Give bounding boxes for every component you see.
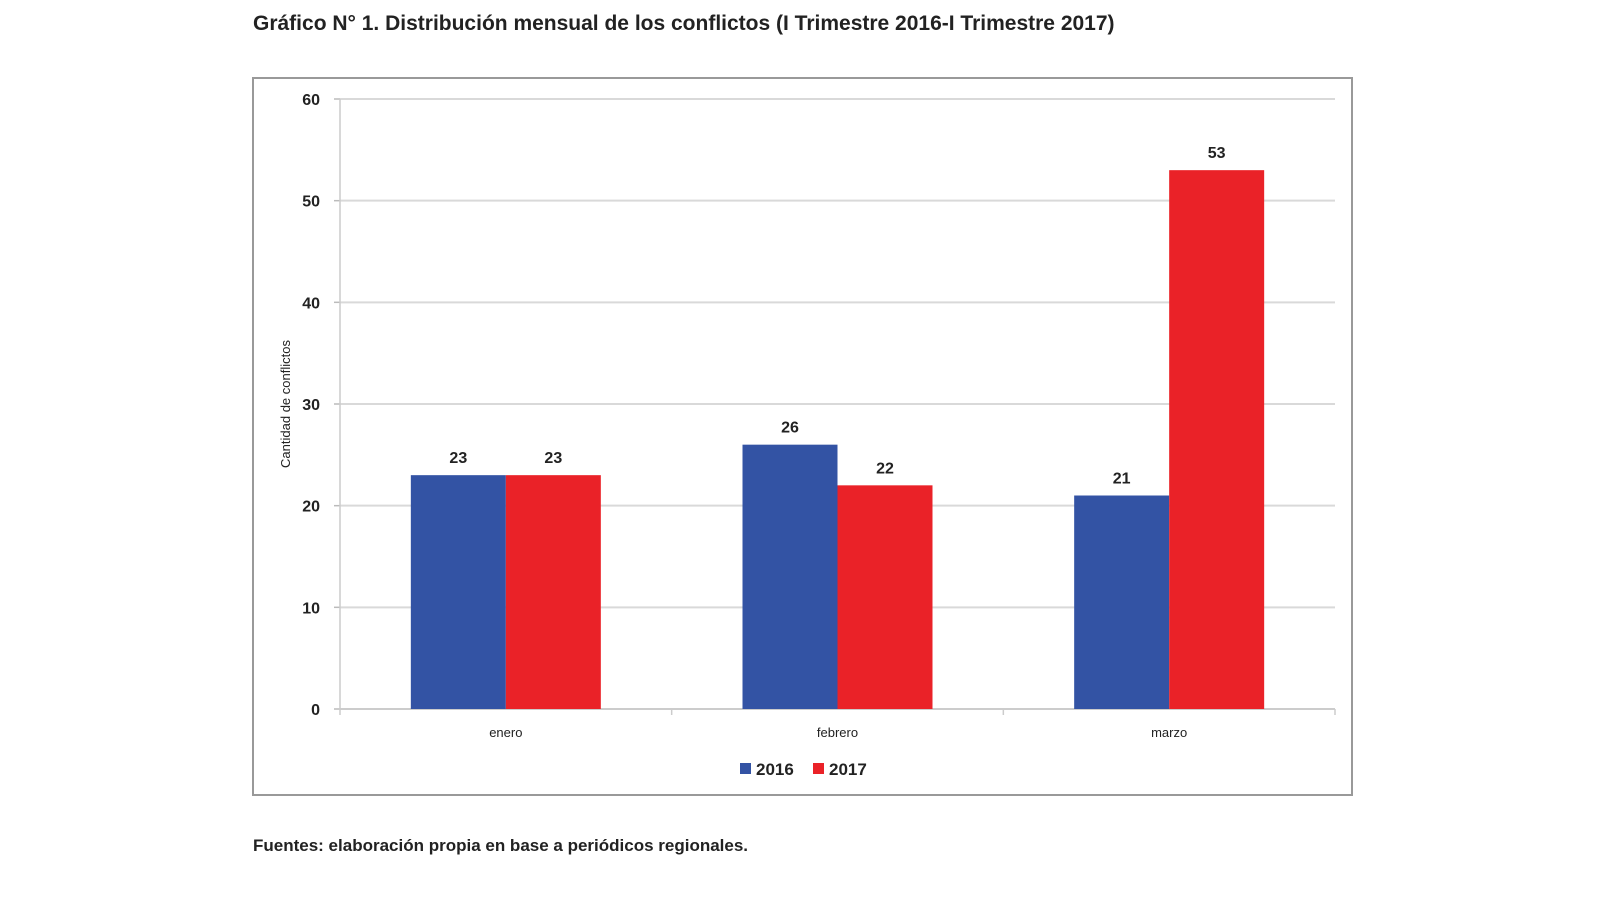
y-axis-label: Cantidad de conflictos bbox=[278, 340, 293, 468]
bar-2017-marzo bbox=[1169, 170, 1265, 709]
data-label: 26 bbox=[781, 420, 799, 437]
y-tick-label: 0 bbox=[311, 702, 320, 719]
x-tick-label: marzo bbox=[1151, 725, 1187, 740]
y-tick-label: 60 bbox=[302, 92, 320, 109]
y-tick-label: 10 bbox=[302, 600, 320, 617]
x-tick-label: febrero bbox=[817, 725, 858, 740]
legend-swatch-2016 bbox=[740, 763, 751, 774]
legend-label: 2017 bbox=[829, 760, 867, 779]
data-label: 22 bbox=[876, 460, 894, 477]
data-label: 23 bbox=[449, 450, 467, 467]
bar-2017-febrero bbox=[837, 485, 933, 709]
source-note: Fuentes: elaboración propia en base a pe… bbox=[253, 836, 749, 855]
y-tick-label: 30 bbox=[302, 397, 320, 414]
legend-label: 2016 bbox=[756, 760, 794, 779]
bar-2016-febrero bbox=[742, 444, 838, 709]
y-tick-label: 50 bbox=[302, 194, 320, 211]
bar-2016-marzo bbox=[1074, 495, 1170, 709]
y-tick-label: 20 bbox=[302, 499, 320, 516]
y-tick-label: 40 bbox=[302, 295, 320, 312]
data-label: 53 bbox=[1208, 145, 1226, 162]
x-tick-label: enero bbox=[489, 725, 522, 740]
bar-2016-enero bbox=[410, 475, 506, 709]
data-label: 21 bbox=[1113, 471, 1131, 488]
data-label: 23 bbox=[544, 450, 562, 467]
plot-frame bbox=[252, 77, 1353, 796]
chart-title: Gráfico N° 1. Distribución mensual de lo… bbox=[253, 12, 1115, 35]
bar-2017-enero bbox=[505, 475, 601, 709]
legend-swatch-2017 bbox=[813, 763, 824, 774]
